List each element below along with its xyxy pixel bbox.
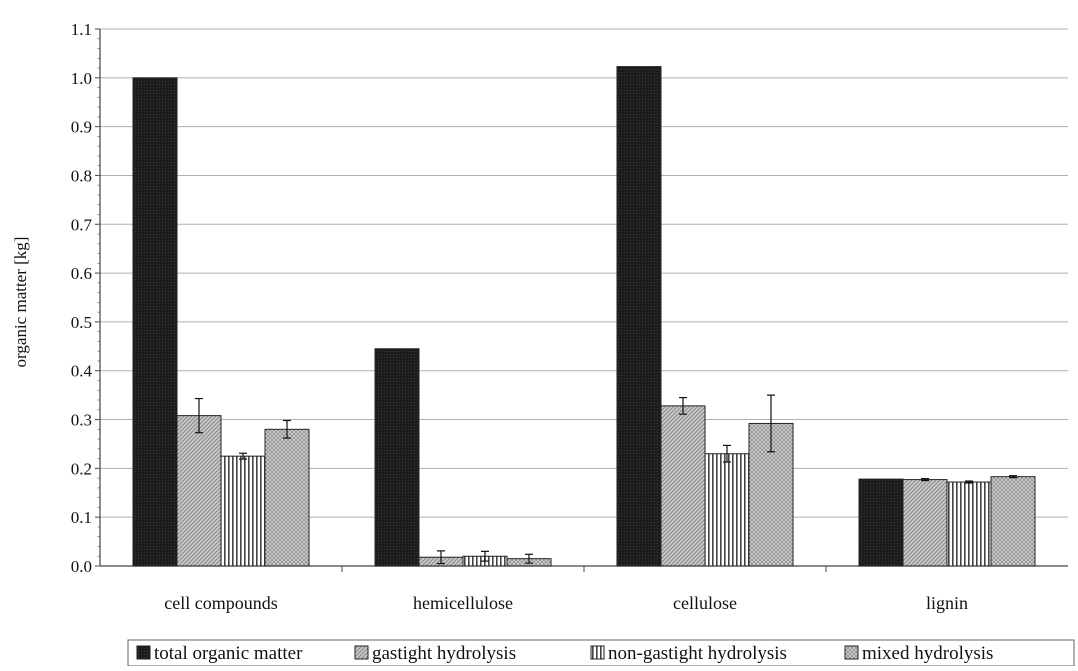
y-tick-label: 0.1 — [71, 508, 92, 527]
y-tick-label: 0.5 — [71, 313, 92, 332]
gridlines — [100, 28, 1068, 518]
y-tick-label: 0.7 — [71, 215, 93, 234]
y-tick-label: 0.0 — [71, 557, 92, 576]
bar-vertical — [704, 453, 750, 567]
bar-dark — [374, 348, 420, 567]
y-tick-label: 1.1 — [71, 20, 92, 39]
legend-swatch — [354, 645, 369, 660]
y-tick-label: 0.9 — [71, 118, 92, 137]
category-label: lignin — [926, 593, 968, 613]
legend-swatch — [590, 645, 605, 660]
error-bars — [195, 394, 1017, 565]
bar-diagonal — [176, 415, 222, 567]
bar-dark — [858, 478, 904, 567]
legend-label: gastight hydrolysis — [372, 643, 516, 664]
legend: total organic matter gastight hydrolysis n… — [127, 639, 1075, 667]
legend-swatch — [136, 645, 151, 660]
y-tick-label: 0.8 — [71, 166, 92, 185]
y-tick-label: 0.3 — [71, 411, 92, 430]
y-tick-label: 0.6 — [71, 264, 92, 283]
category-label: cellulose — [673, 593, 737, 613]
legend-swatch — [844, 645, 859, 660]
bar-crosshatch — [264, 428, 310, 567]
bar-dark — [616, 66, 662, 567]
category-label: hemicellulose — [413, 593, 513, 613]
legend-label: non-gastight hydrolysis — [608, 643, 787, 664]
axis-labels: organic matter [kg] 0.0 0.1 0.2 0.3 0.4 0.5 0.… — [11, 20, 968, 613]
bar-diagonal — [902, 479, 948, 567]
legend-label: total organic matter — [154, 643, 303, 664]
y-tick-label: 0.2 — [71, 459, 92, 478]
bar-vertical — [220, 455, 266, 567]
bar-dark — [132, 77, 178, 567]
y-tick-label: 0.4 — [71, 362, 93, 381]
category-label: cell compounds — [164, 593, 277, 613]
bar-diagonal — [660, 405, 706, 567]
y-tick-label: 1.0 — [71, 69, 92, 88]
y-axis-title: organic matter [kg] — [11, 237, 30, 368]
legend-label: mixed hydrolysis — [862, 643, 993, 664]
bars — [132, 66, 1036, 567]
bar-crosshatch — [990, 476, 1036, 567]
bar-vertical — [946, 481, 992, 567]
